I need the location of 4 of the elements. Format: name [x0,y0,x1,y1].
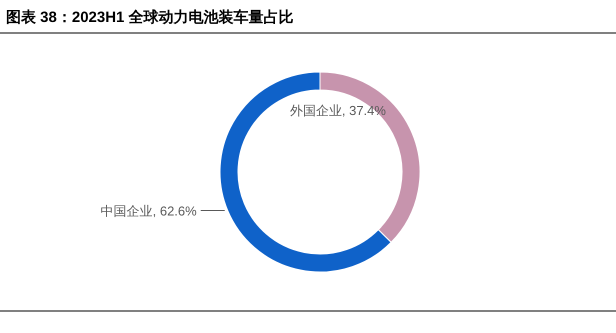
slice-label: 中国企业 [100,204,153,219]
chart-title: 图表 38：2023H1 全球动力电池装车量占比 [6,8,294,26]
slice-label: 外国企业 [290,102,342,118]
data-label: , 62.6% [152,204,198,219]
